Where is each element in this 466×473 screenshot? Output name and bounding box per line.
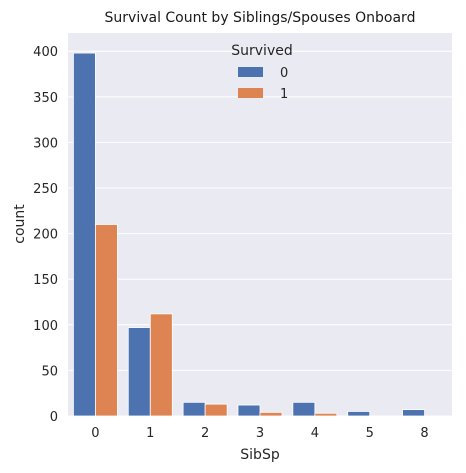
y-tick-label: 150 xyxy=(33,273,58,288)
legend-title: Survived xyxy=(231,43,292,59)
bar-sibsp-3-survived-0 xyxy=(237,404,261,417)
legend-entry-0: 0 xyxy=(280,66,288,81)
x-tick-label: 0 xyxy=(91,426,99,441)
bars xyxy=(73,52,425,417)
y-tick-label: 350 xyxy=(33,91,58,106)
legend-swatch-0 xyxy=(238,67,263,77)
legend: Survived 0 1 xyxy=(231,43,292,102)
y-tick-label: 400 xyxy=(33,45,58,60)
y-tick-label: 250 xyxy=(33,182,58,197)
chart-title: Survival Count by Siblings/Spouses Onboa… xyxy=(105,10,416,26)
bar-sibsp-2-survived-0 xyxy=(182,401,206,417)
legend-entry-1: 1 xyxy=(280,87,288,102)
y-tick-label: 300 xyxy=(33,136,58,151)
bar-sibsp-3-survived-1 xyxy=(259,411,283,417)
bar-sibsp-1-survived-1 xyxy=(149,313,173,417)
bar-sibsp-8-survived-0 xyxy=(402,409,425,417)
bar-sibsp-0-survived-0 xyxy=(73,52,96,417)
x-tick-label: 4 xyxy=(311,426,319,441)
x-tick-label: 1 xyxy=(146,426,154,441)
bar-sibsp-1-survived-0 xyxy=(127,327,151,417)
x-axis-label: SibSp xyxy=(240,447,280,463)
bar-sibsp-0-survived-1 xyxy=(95,224,118,417)
bar-sibsp-4-survived-1 xyxy=(314,412,338,417)
x-tick-labels: 0 1 2 3 4 5 8 xyxy=(91,426,428,441)
y-tick-label: 100 xyxy=(33,319,58,334)
x-tick-label: 5 xyxy=(366,426,374,441)
y-tick-labels: 0 50 100 150 200 250 300 350 400 xyxy=(33,45,58,425)
y-tick-label: 200 xyxy=(33,228,58,243)
y-tick-label: 0 xyxy=(50,410,58,425)
bar-sibsp-2-survived-1 xyxy=(204,403,228,417)
x-tick-label: 8 xyxy=(420,426,428,441)
legend-swatch-1 xyxy=(238,88,263,98)
bar-sibsp-5-survived-0 xyxy=(347,411,371,417)
x-tick-label: 2 xyxy=(201,426,209,441)
bar-sibsp-4-survived-0 xyxy=(292,401,316,417)
x-tick-label: 3 xyxy=(256,426,264,441)
y-tick-label: 50 xyxy=(41,364,58,379)
y-axis-label: count xyxy=(12,204,28,244)
